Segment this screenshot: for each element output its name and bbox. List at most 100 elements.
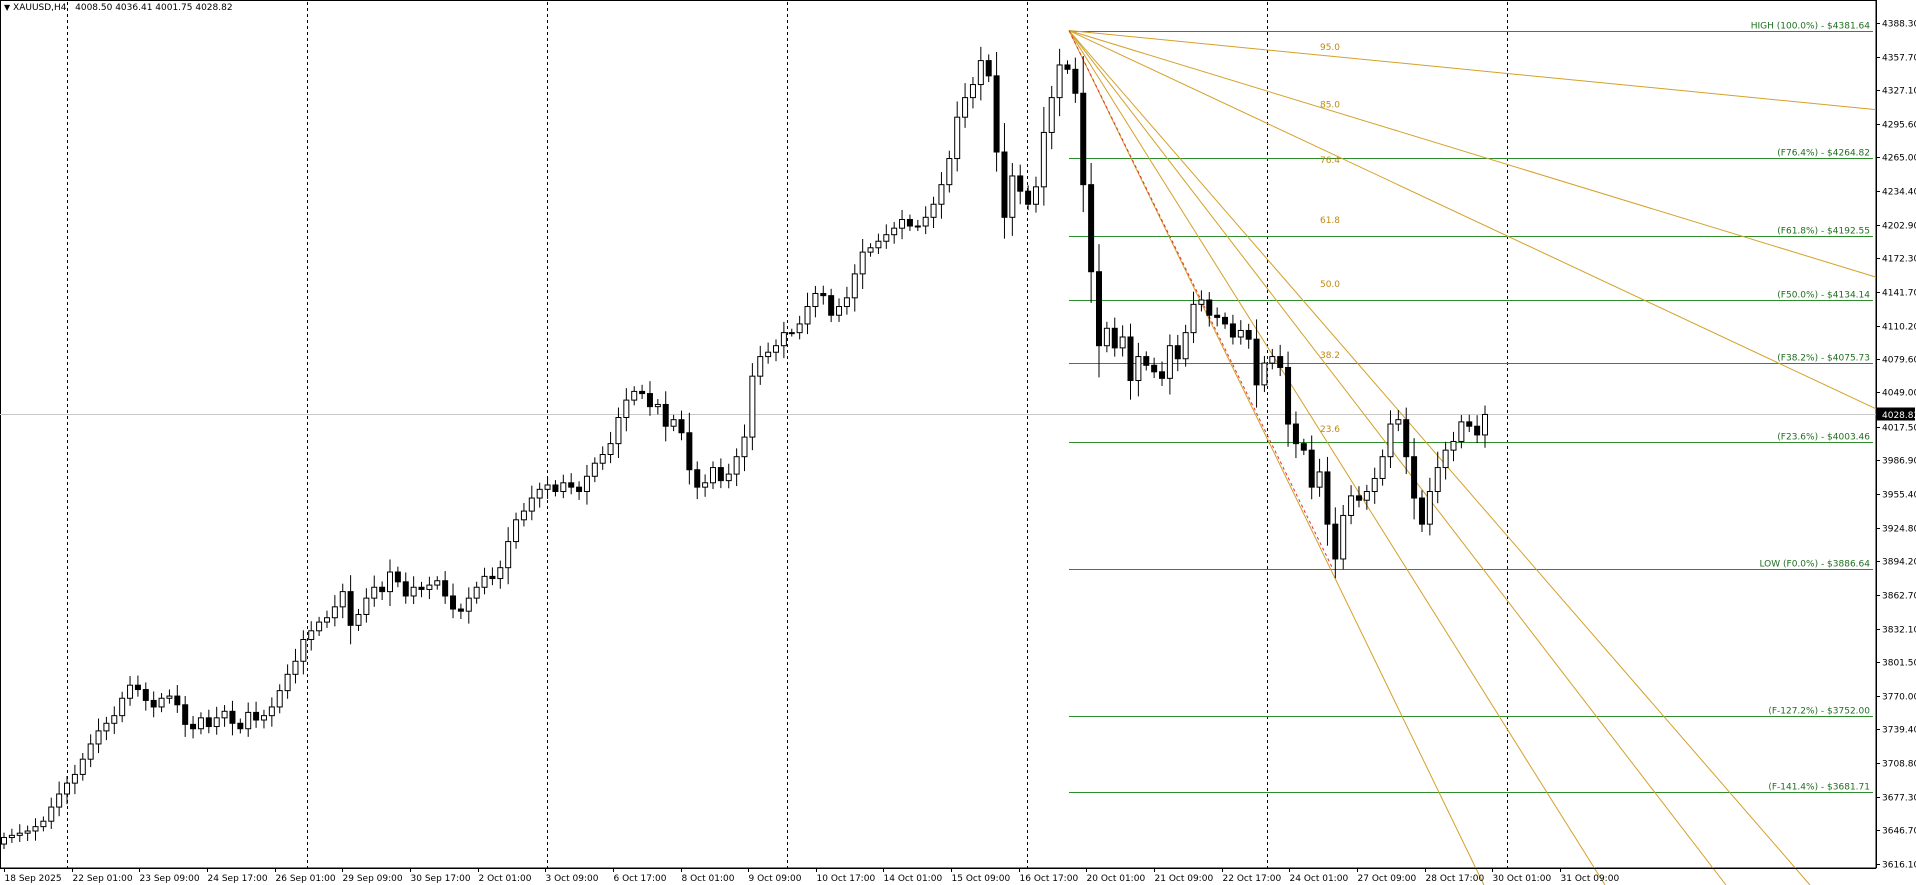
time-tick-label: 30 Sep 17:00: [411, 874, 471, 884]
fan-label: 23.6: [1320, 425, 1340, 435]
bull-candle-body: [465, 597, 472, 612]
bear-candle-body: [1411, 456, 1418, 499]
candle: [16, 824, 23, 842]
bear-candle-body: [993, 75, 1000, 153]
candle: [859, 238, 866, 290]
bear-candle-body: [379, 586, 386, 593]
bear-candle-body: [1253, 338, 1260, 386]
candle: [347, 575, 354, 645]
bull-candle-body: [773, 345, 780, 353]
bull-candle-body: [709, 467, 716, 484]
price-tick-label: 4327.10: [1882, 87, 1916, 97]
bear-candle-body: [1229, 323, 1236, 338]
chart-title: ▼ XAUUSD,H4 4008.50 4036.41 4001.75 4028…: [4, 3, 233, 13]
level-label: (F50.0%) - $4134.14: [1777, 291, 1870, 301]
bull-candle-body: [260, 715, 267, 721]
bull-candle-body: [1395, 419, 1402, 425]
bear-candle-body: [552, 484, 559, 493]
candle: [8, 828, 15, 843]
price-tick-label: 3770.00: [1882, 693, 1916, 703]
candle: [1103, 321, 1110, 353]
price-tick-label: 3801.50: [1882, 659, 1916, 669]
bull-candle-body: [16, 832, 23, 836]
candle: [812, 285, 819, 318]
candle: [339, 583, 346, 619]
bear-candle-body: [150, 699, 157, 708]
bear-candle-body: [1072, 68, 1079, 94]
bear-candle-body: [639, 390, 646, 395]
candle: [371, 575, 378, 607]
triangle-down-icon[interactable]: ▼: [4, 3, 11, 12]
candle: [1253, 319, 1260, 408]
candle: [694, 461, 701, 500]
bull-candle-body: [24, 830, 31, 834]
fan-line: [1068, 30, 1727, 885]
candle: [197, 712, 204, 735]
bull-candle-body: [1371, 477, 1378, 493]
bull-candle-body: [914, 225, 921, 228]
bull-candle-body: [197, 717, 204, 730]
fan-line: [1068, 30, 1877, 111]
candle: [883, 224, 890, 249]
candle: [1474, 415, 1481, 444]
candle: [615, 407, 622, 458]
bear-candle-body: [1206, 299, 1213, 316]
bear-candle-body: [568, 482, 575, 488]
candle: [182, 696, 189, 737]
bull-candle-body: [1166, 345, 1173, 379]
price-tick-label: 4202.90: [1882, 222, 1916, 232]
candle: [639, 384, 646, 400]
bull-candle-body: [780, 332, 787, 347]
candle: [1056, 48, 1063, 117]
candle: [1269, 348, 1276, 370]
bull-candle-body: [938, 184, 945, 205]
bear-candle-body: [1308, 449, 1315, 488]
candle: [1308, 435, 1315, 500]
bear-candle-body: [1080, 92, 1087, 186]
fan-line: [1068, 30, 1811, 885]
candle: [174, 685, 181, 713]
bear-candle-body: [1332, 523, 1339, 560]
level-label: HIGH (100.0%) - $4381.64: [1751, 22, 1871, 32]
bull-candle-body: [1032, 186, 1039, 205]
candle: [969, 77, 976, 109]
bull-candle-body: [40, 820, 47, 828]
time-tick-label: 31 Oct 09:00: [1561, 874, 1620, 884]
bear-candle-body: [1474, 425, 1481, 436]
bull-candle-body: [473, 586, 480, 599]
bear-candle-body: [442, 580, 449, 597]
level-label: (F-127.2%) - $3752.00: [1768, 707, 1870, 717]
candle: [1261, 355, 1268, 393]
candle: [568, 473, 575, 495]
bull-candle-body: [875, 240, 882, 249]
time-tick-label: 28 Oct 17:00: [1426, 874, 1485, 884]
trend-line: [1068, 30, 1334, 570]
bull-candle-body: [733, 456, 740, 475]
candle: [1017, 164, 1024, 205]
candle: [402, 572, 409, 604]
bull-candle-body: [654, 403, 661, 408]
bull-candle-body: [513, 519, 520, 543]
price-tick-label: 4141.70: [1882, 289, 1916, 299]
candle: [355, 608, 362, 631]
bull-candle-body: [316, 621, 323, 632]
candle: [1151, 357, 1158, 379]
bull-candle-body: [111, 715, 118, 724]
candle: [64, 776, 71, 805]
price-tick-label: 4079.60: [1882, 356, 1916, 366]
bear-candle-body: [1355, 495, 1362, 501]
bull-candle-body: [670, 419, 677, 427]
bull-candle-body: [1348, 495, 1355, 516]
bull-candle-body: [765, 351, 772, 358]
bull-candle-body: [1190, 303, 1197, 334]
time-tick-label: 8 Oct 01:00: [682, 874, 735, 884]
candle: [1229, 314, 1236, 345]
candle: [820, 285, 827, 305]
candle: [497, 560, 504, 589]
bear-candle-body: [717, 467, 724, 482]
bull-candle-body: [796, 323, 803, 334]
bear-candle-body: [205, 717, 212, 728]
candle: [1411, 438, 1418, 520]
fan-label: 85.0: [1320, 101, 1340, 111]
